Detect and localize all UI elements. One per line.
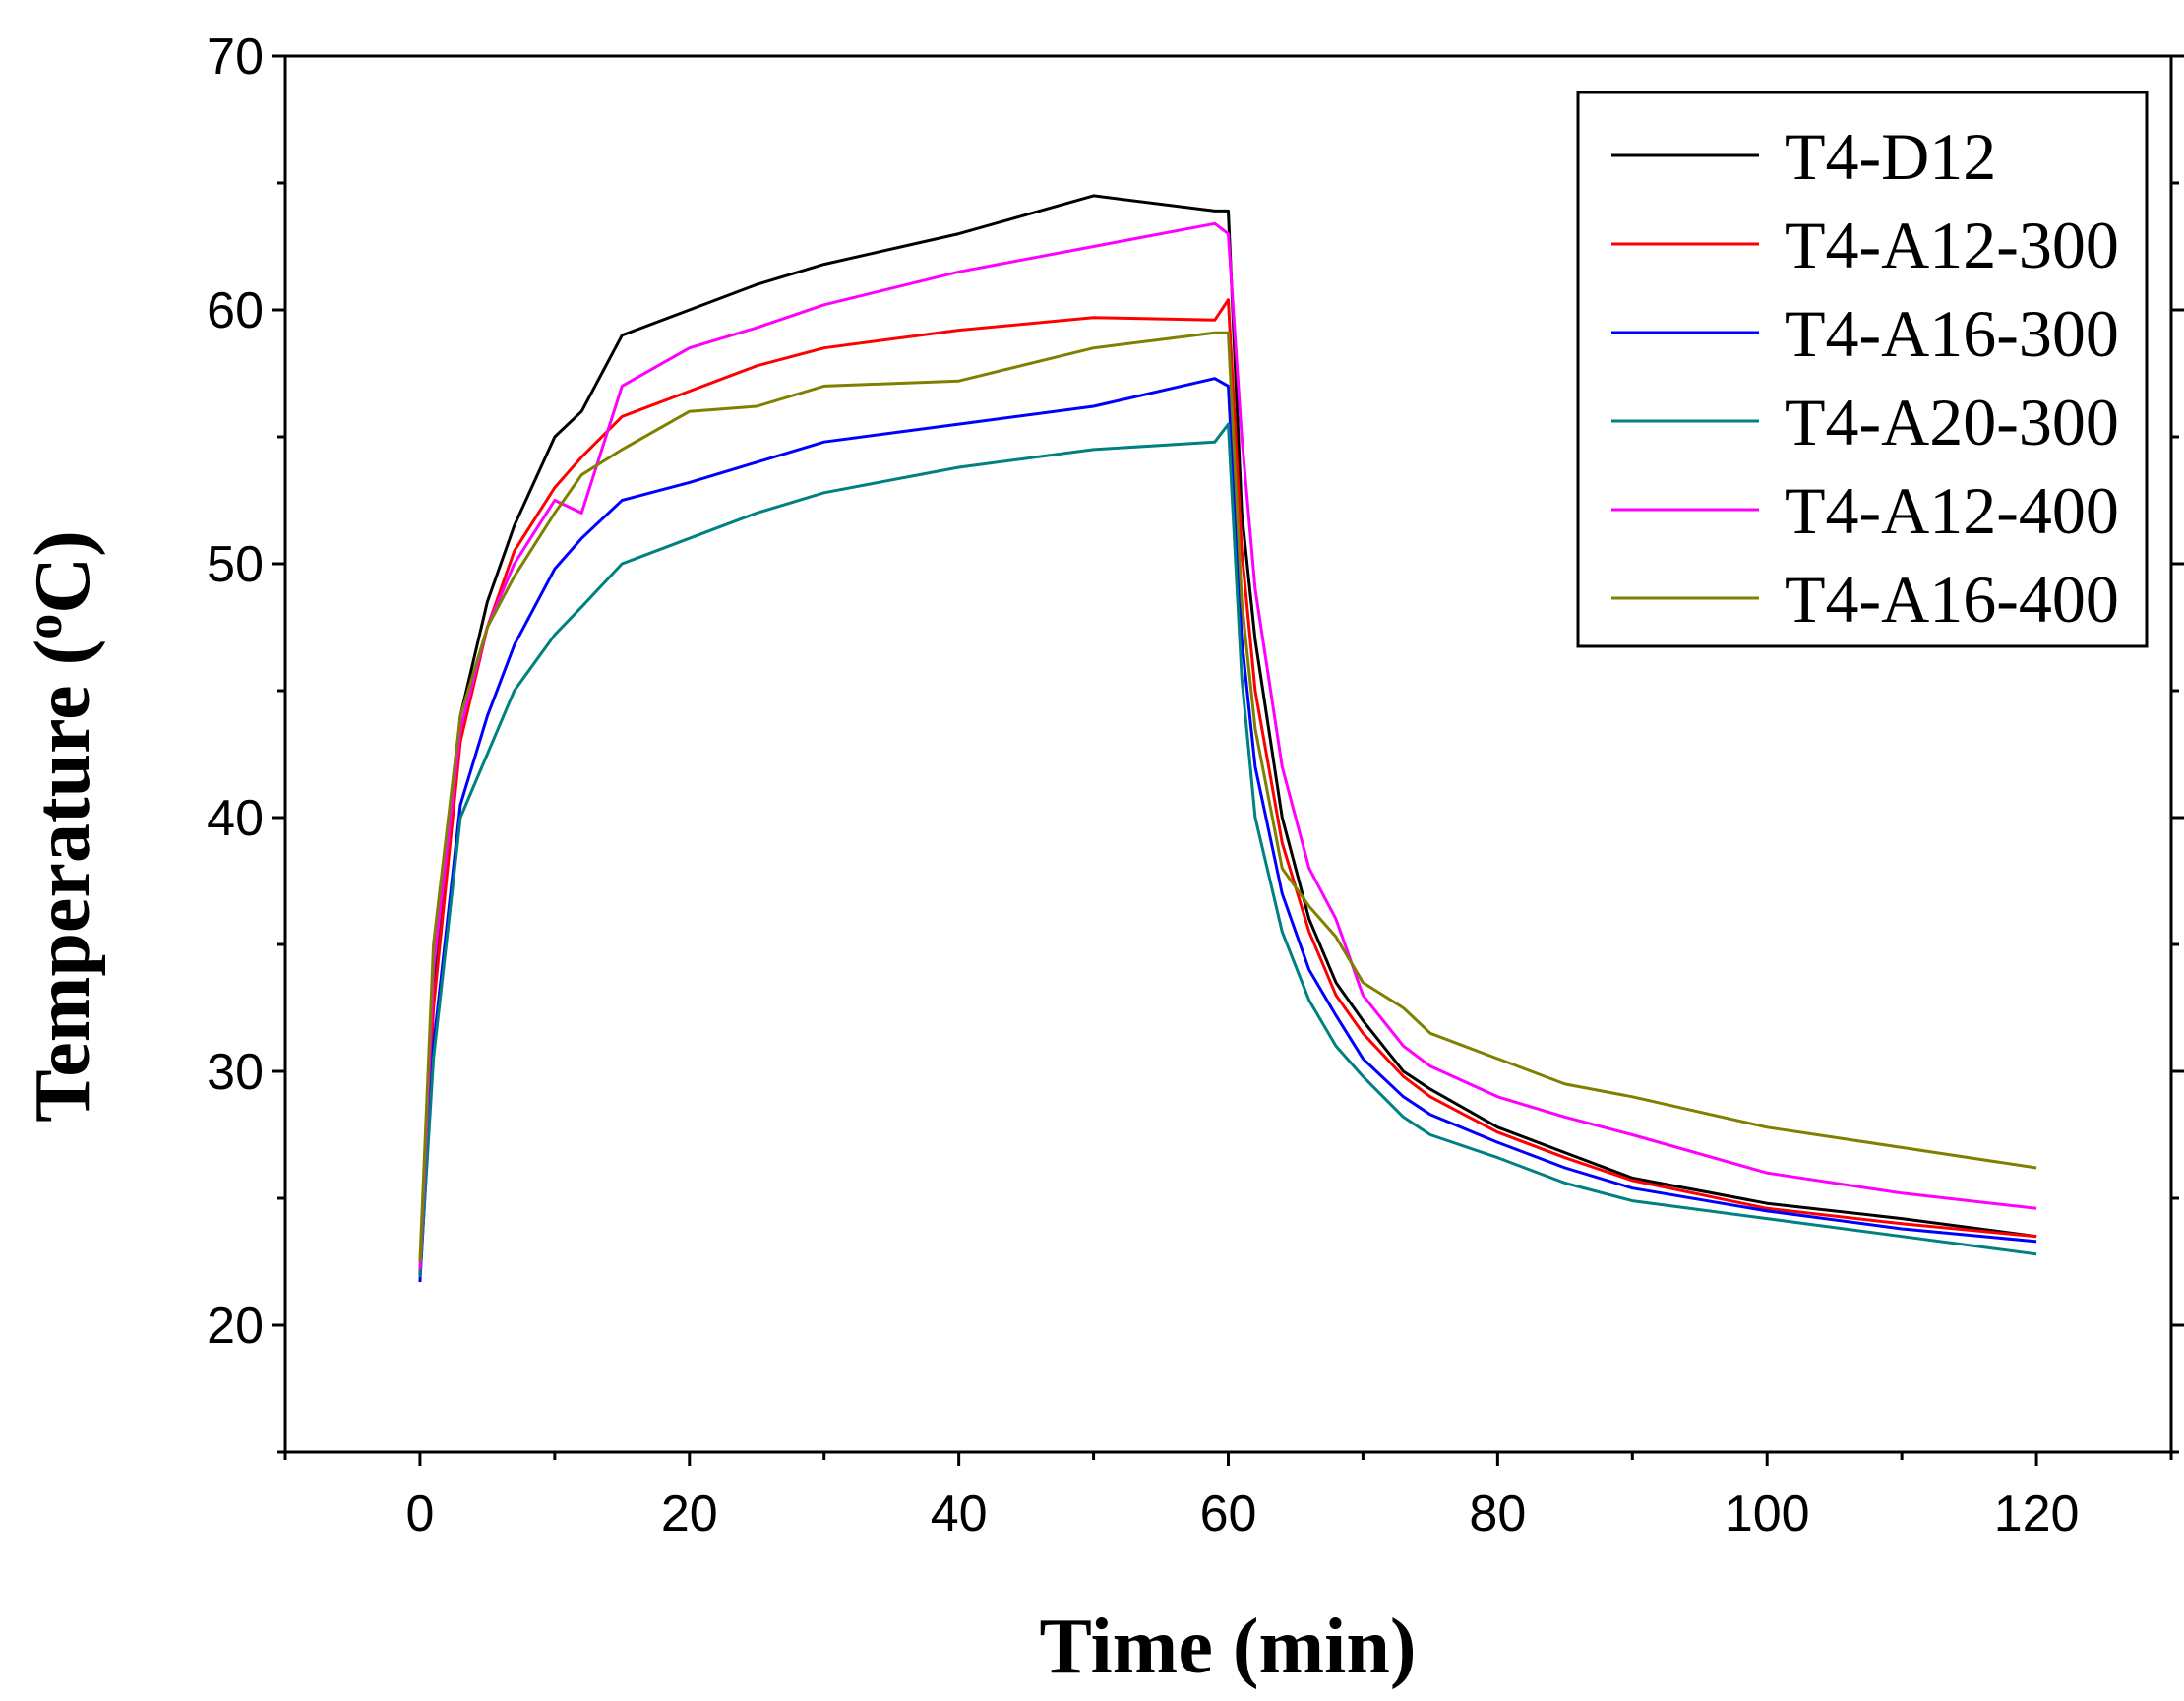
x-tick-label: 20 <box>661 1486 718 1543</box>
y-tick-label: 50 <box>207 536 264 593</box>
legend-label-t4-a12-300: T4-A12-300 <box>1785 208 2119 282</box>
legend-label-t4-a20-300: T4-A20-300 <box>1785 385 2119 459</box>
x-tick-label: 0 <box>405 1486 434 1543</box>
series-line-t4-a12-400 <box>418 221 2037 1270</box>
x-tick-label: 100 <box>1725 1486 1810 1543</box>
legend-entries: T4-D12 T4-A12-300 T4-A16-300 T4-A20-300 T4-A… <box>1611 119 2119 637</box>
y-tick-label: 60 <box>207 282 264 339</box>
x-tick-label: 60 <box>1200 1486 1257 1543</box>
legend-label-t4-a16-300: T4-A16-300 <box>1785 296 2119 371</box>
series-line-t4-a20-300 <box>418 422 2037 1278</box>
legend-label-t4-a16-400: T4-A16-400 <box>1785 562 2119 637</box>
series-line-t4-d12 <box>418 194 2037 1275</box>
x-tick-label: 40 <box>931 1486 988 1543</box>
y-axis-title-main: Temperature ( <box>20 639 106 1123</box>
y-axis-title: Temperature (oC) <box>17 530 106 1122</box>
legend: T4-D12 T4-A12-300 T4-A16-300 T4-A20-300 T4-A… <box>1576 91 2149 648</box>
legend-box <box>1576 91 2149 648</box>
x-tick-label: 120 <box>1994 1486 2080 1543</box>
y-tick-label: 70 <box>207 29 264 86</box>
y-tick-label: 30 <box>207 1044 264 1101</box>
x-axis-ticks: 0 20 40 60 80 100 120 <box>283 1452 2173 1543</box>
x-axis-title: Time (min) <box>1040 1604 1417 1690</box>
y-axis-ticks: 20 30 40 50 60 70 <box>207 29 2184 1454</box>
series-line-t4-a16-400 <box>418 331 2037 1262</box>
y-axis-title-end: C) <box>20 530 106 613</box>
x-tick-label: 80 <box>1469 1486 1526 1543</box>
y-tick-label: 20 <box>207 1298 264 1355</box>
legend-label-t4-a12-400: T4-A12-400 <box>1785 473 2119 548</box>
y-axis-title-sup: o <box>17 614 73 639</box>
series-lines <box>418 194 2037 1283</box>
legend-label-t4-d12: T4-D12 <box>1785 119 1996 194</box>
series-line-t4-a16-300 <box>418 377 2037 1283</box>
y-tick-label: 40 <box>207 790 264 847</box>
series-line-t4-a12-300 <box>418 298 2037 1275</box>
